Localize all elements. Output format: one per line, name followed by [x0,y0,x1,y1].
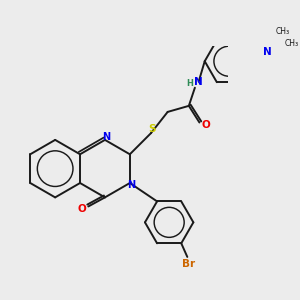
Text: N: N [127,179,135,190]
Text: O: O [78,204,87,214]
Text: Br: Br [182,260,195,269]
Text: O: O [201,120,210,130]
Text: N: N [263,47,272,57]
Text: CH₃: CH₃ [276,27,290,36]
Text: H: H [186,80,193,88]
Text: S: S [148,124,155,134]
Text: N: N [102,132,110,142]
Text: CH₃: CH₃ [285,39,299,48]
Text: N: N [194,77,203,87]
